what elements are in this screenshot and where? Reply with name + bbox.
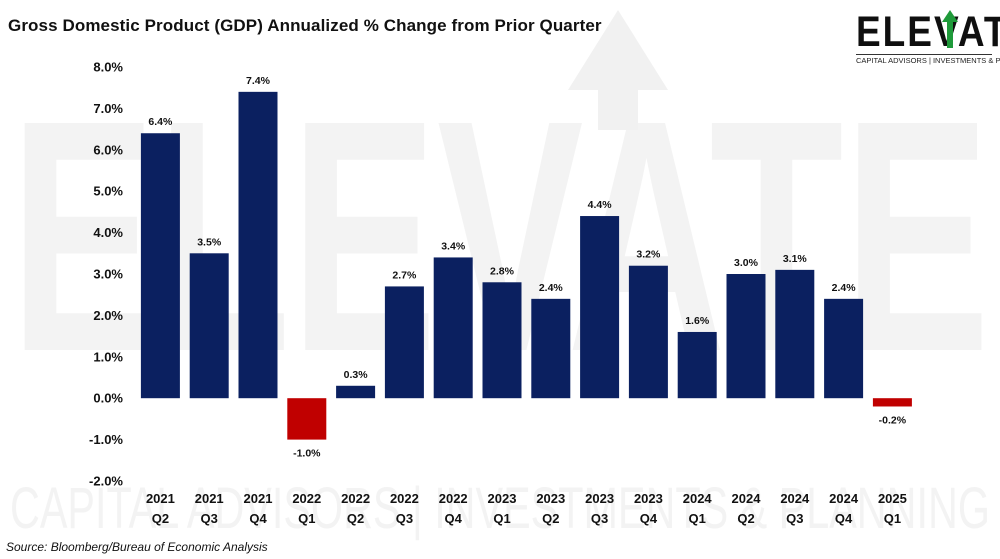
bar — [238, 91, 278, 399]
bar — [580, 216, 620, 399]
y-tick-label: 4.0% — [93, 225, 123, 240]
data-label: 6.4% — [148, 116, 173, 128]
x-tick-label-quarter: Q2 — [737, 511, 754, 526]
data-label: 3.2% — [636, 249, 661, 261]
bar — [726, 274, 766, 399]
x-tick-label-quarter: Q4 — [445, 511, 463, 526]
y-tick-label: -2.0% — [89, 474, 123, 489]
y-tick-label: 6.0% — [93, 142, 123, 157]
bar — [140, 133, 180, 399]
x-tick-label-year: 2025 — [878, 491, 907, 506]
x-tick-label-year: 2021 — [244, 491, 273, 506]
bar — [531, 298, 571, 399]
x-tick-label-quarter: Q2 — [542, 511, 559, 526]
logo-tagline: CAPITAL ADVISORS | INVESTMENTS & PLANNIN… — [856, 54, 1000, 65]
x-tick-label-quarter: Q4 — [640, 511, 658, 526]
x-tick-label-year: 2023 — [634, 491, 663, 506]
data-label: 2.8% — [490, 265, 515, 277]
bar — [824, 298, 864, 399]
y-tick-label: 8.0% — [93, 60, 123, 75]
x-tick-label-year: 2021 — [146, 491, 175, 506]
x-tick-label-year: 2024 — [683, 491, 713, 506]
data-label: 1.6% — [685, 315, 710, 327]
x-tick-label-year: 2024 — [780, 491, 810, 506]
y-tick-label: -1.0% — [89, 432, 123, 447]
data-label: 3.5% — [197, 236, 222, 248]
x-tick-label-year: 2023 — [536, 491, 565, 506]
x-tick-label-quarter: Q2 — [347, 511, 364, 526]
bar — [384, 286, 424, 399]
bar — [189, 253, 229, 399]
bar — [482, 282, 522, 399]
logo-arrow-icon — [942, 10, 958, 48]
x-tick-label-quarter: Q1 — [689, 511, 706, 526]
bar — [628, 265, 668, 399]
x-tick-label-quarter: Q4 — [249, 511, 267, 526]
bar — [775, 269, 815, 399]
x-tick-label-year: 2024 — [732, 491, 762, 506]
y-tick-label: 1.0% — [93, 349, 123, 364]
x-tick-label-year: 2024 — [829, 491, 859, 506]
x-tick-label-year: 2022 — [292, 491, 321, 506]
data-label: 4.4% — [588, 199, 613, 211]
x-tick-label-quarter: Q2 — [152, 511, 169, 526]
x-tick-label-year: 2021 — [195, 491, 224, 506]
data-label: 2.4% — [539, 282, 564, 294]
source-note: Source: Bloomberg/Bureau of Economic Ana… — [6, 540, 268, 554]
y-tick-label: 5.0% — [93, 184, 123, 199]
data-label: -1.0% — [293, 448, 321, 460]
bar — [872, 398, 912, 407]
data-label: 3.4% — [441, 240, 466, 252]
bar — [336, 385, 376, 399]
x-tick-label-quarter: Q3 — [591, 511, 608, 526]
data-label: 2.4% — [832, 282, 857, 294]
x-tick-label-year: 2022 — [390, 491, 419, 506]
x-tick-label-quarter: Q3 — [786, 511, 803, 526]
x-tick-label-quarter: Q1 — [884, 511, 901, 526]
x-tick-label-year: 2022 — [341, 491, 370, 506]
chart-title: Gross Domestic Product (GDP) Annualized … — [8, 16, 602, 35]
bar — [287, 398, 327, 440]
x-tick-label-quarter: Q1 — [493, 511, 510, 526]
data-label: -0.2% — [879, 414, 907, 426]
x-tick-label-year: 2022 — [439, 491, 468, 506]
logo-word: ELEVATE — [856, 8, 1000, 56]
data-label: 3.1% — [783, 253, 808, 265]
x-tick-label-quarter: Q3 — [396, 511, 413, 526]
gdp-bar-chart: 8.0% 7.0% 6.0% 5.0% 4.0% 3.0% 2.0% 1.0% 0.0% -1.0… — [89, 60, 912, 526]
x-tick-label-quarter: Q4 — [835, 511, 853, 526]
data-label: 2.7% — [392, 269, 417, 281]
y-tick-label: 3.0% — [93, 267, 123, 282]
x-tick-label-year: 2023 — [488, 491, 517, 506]
elevate-logo: ELEVATE CAPITAL ADVISORS | INVESTMENTS &… — [850, 8, 1000, 66]
bar — [433, 257, 473, 399]
y-tick-label: 2.0% — [93, 308, 123, 323]
data-label: 3.0% — [734, 257, 759, 269]
x-tick-label-year: 2023 — [585, 491, 614, 506]
x-tick-label-quarter: Q3 — [201, 511, 218, 526]
y-tick-label: 0.0% — [93, 391, 123, 406]
y-tick-label: 7.0% — [93, 101, 123, 116]
x-tick-label-quarter: Q1 — [298, 511, 315, 526]
data-label: 0.3% — [344, 369, 369, 381]
bar — [677, 331, 717, 399]
data-label: 7.4% — [246, 75, 271, 87]
